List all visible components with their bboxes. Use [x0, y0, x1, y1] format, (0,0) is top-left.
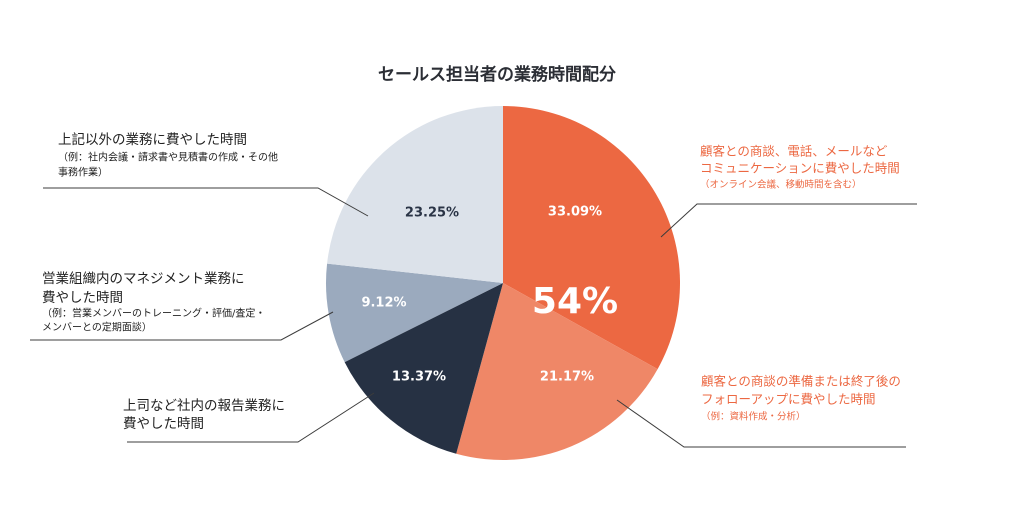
annotation-prep-followup: 顧客との商談の準備または終了後の フォローアップに費やした時間 （例：資料作成・…: [616, 374, 906, 448]
pie-slice-internal-reporting: [344, 283, 503, 454]
leader-line: [30, 311, 334, 341]
pie-slice-other-tasks: [327, 106, 503, 283]
highlight-label: 54%: [532, 281, 618, 322]
chart-title: セールス担当者の業務時間配分: [378, 64, 616, 85]
annotation-text: 費やした時間: [123, 416, 204, 432]
annotation-note: （例：資料作成・分析）: [701, 411, 806, 423]
data-label-prep-followup: 21.17%: [540, 370, 594, 385]
annotation-note: （例：営業メンバーのトレーニング・評価/査定・: [42, 307, 265, 320]
data-label-team-management: 9.12%: [361, 296, 406, 311]
annotation-note: 事務作業）: [58, 166, 108, 179]
annotation-team-management: 営業組織内のマネジメント業務に 費やした時間 （例：営業メンバーのトレーニング・…: [30, 271, 334, 341]
annotation-note: （オンライン会議、移動時間を含む）: [700, 179, 862, 191]
annotation-customer-communication: 顧客との商談、電話、メールなど コミュニケーションに費やした時間 （オンライン会…: [660, 144, 917, 238]
annotation-text: 上司など社内の報告業務に: [123, 398, 285, 414]
pie-slice-prep-followup: [456, 283, 658, 461]
data-label-internal-reporting: 13.37%: [392, 370, 446, 385]
pie-slices: [326, 106, 681, 461]
data-label-other-tasks: 23.25%: [405, 206, 459, 221]
annotation-text: コミュニケーションに費やした時間: [700, 161, 900, 176]
leader-line: [43, 187, 369, 217]
annotation-note: （例：社内会議・請求書や見積書の作成・その他: [58, 151, 278, 164]
annotation-note: メンバーとの定期面談）: [42, 321, 152, 334]
annotation-text: フォローアップに費やした時間: [701, 392, 876, 407]
annotation-internal-reporting: 上司など社内の報告業務に 費やした時間: [123, 392, 375, 443]
annotation-text: 営業組織内のマネジメント業務に: [42, 271, 245, 287]
annotation-text: 費やした時間: [42, 290, 123, 306]
pie-slice-team-management: [326, 263, 503, 363]
leader-line: [127, 392, 375, 443]
annotation-text: 顧客との商談の準備または終了後の: [701, 374, 901, 389]
leader-line: [660, 203, 917, 238]
annotation-other-tasks: 上記以外の業務に費やした時間 （例：社内会議・請求書や見積書の作成・その他 事務…: [43, 131, 369, 217]
annotation-text: 顧客との商談、電話、メールなど: [700, 144, 888, 159]
data-label-customer-communication: 33.09%: [548, 205, 602, 220]
leader-line: [616, 399, 906, 448]
annotation-text: 上記以外の業務に費やした時間: [58, 131, 247, 148]
pie-slice-customer-communication: [503, 106, 681, 370]
